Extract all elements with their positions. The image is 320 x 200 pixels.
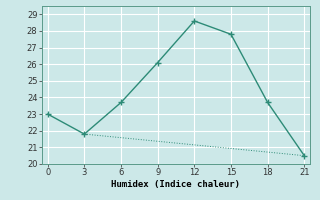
X-axis label: Humidex (Indice chaleur): Humidex (Indice chaleur) xyxy=(111,180,241,189)
